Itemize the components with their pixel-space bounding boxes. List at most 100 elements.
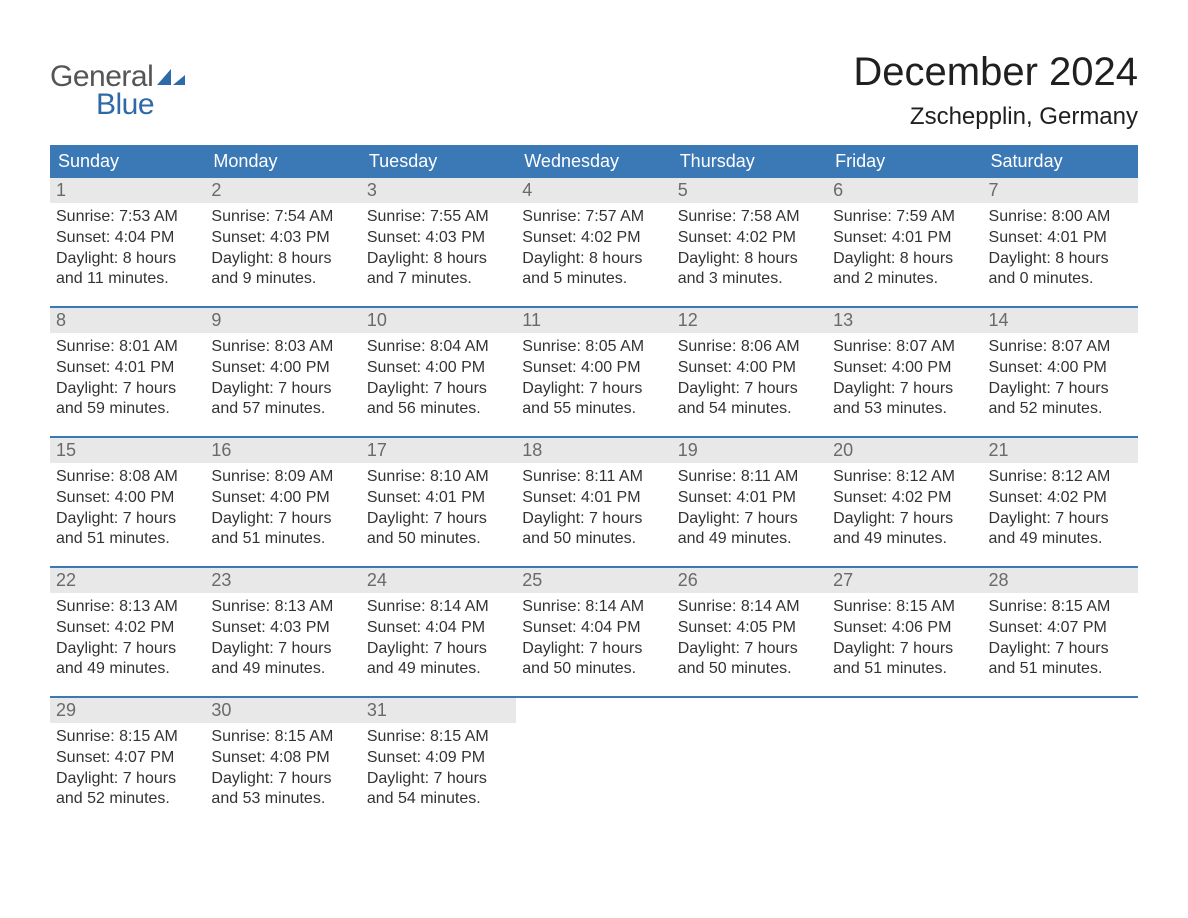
day-sunrise: Sunrise: 8:11 AM <box>522 467 665 488</box>
brand-sail-icon <box>157 67 185 92</box>
day-number: 26 <box>672 568 827 593</box>
day-details: Sunrise: 7:58 AMSunset: 4:02 PMDaylight:… <box>672 203 827 300</box>
day-sunset: Sunset: 4:08 PM <box>211 748 354 769</box>
calendar-day-cell: 31Sunrise: 8:15 AMSunset: 4:09 PMDayligh… <box>361 698 516 826</box>
day-sunset: Sunset: 4:02 PM <box>56 618 199 639</box>
day-dl1: Daylight: 7 hours <box>989 639 1132 660</box>
calendar-day-cell: 21Sunrise: 8:12 AMSunset: 4:02 PMDayligh… <box>983 438 1138 566</box>
day-sunrise: Sunrise: 8:12 AM <box>833 467 976 488</box>
day-details: Sunrise: 8:15 AMSunset: 4:08 PMDaylight:… <box>205 723 360 820</box>
day-number: 12 <box>672 308 827 333</box>
day-sunrise: Sunrise: 8:14 AM <box>522 597 665 618</box>
calendar-day-cell: 1Sunrise: 7:53 AMSunset: 4:04 PMDaylight… <box>50 178 205 306</box>
day-dl1: Daylight: 7 hours <box>367 509 510 530</box>
day-sunset: Sunset: 4:03 PM <box>367 228 510 249</box>
day-dl1: Daylight: 7 hours <box>56 509 199 530</box>
day-dl1: Daylight: 7 hours <box>522 379 665 400</box>
day-details: Sunrise: 8:09 AMSunset: 4:00 PMDaylight:… <box>205 463 360 560</box>
day-number: 14 <box>983 308 1138 333</box>
day-dl1: Daylight: 7 hours <box>56 769 199 790</box>
calendar-day-cell: 29Sunrise: 8:15 AMSunset: 4:07 PMDayligh… <box>50 698 205 826</box>
day-number: 13 <box>827 308 982 333</box>
day-number: 6 <box>827 178 982 203</box>
calendar-day-cell: 25Sunrise: 8:14 AMSunset: 4:04 PMDayligh… <box>516 568 671 696</box>
day-details: Sunrise: 8:05 AMSunset: 4:00 PMDaylight:… <box>516 333 671 430</box>
day-sunset: Sunset: 4:06 PM <box>833 618 976 639</box>
day-sunrise: Sunrise: 7:59 AM <box>833 207 976 228</box>
day-dl2: and 54 minutes. <box>678 399 821 420</box>
weekday-header: Wednesday <box>516 145 671 178</box>
day-details: Sunrise: 8:07 AMSunset: 4:00 PMDaylight:… <box>983 333 1138 430</box>
day-number: 3 <box>361 178 516 203</box>
calendar-day-cell <box>827 698 982 826</box>
day-sunrise: Sunrise: 8:13 AM <box>211 597 354 618</box>
day-number: 1 <box>50 178 205 203</box>
day-sunset: Sunset: 4:02 PM <box>522 228 665 249</box>
day-number: 10 <box>361 308 516 333</box>
day-number: 17 <box>361 438 516 463</box>
day-sunrise: Sunrise: 7:53 AM <box>56 207 199 228</box>
day-number: 24 <box>361 568 516 593</box>
weekday-header: Saturday <box>983 145 1138 178</box>
day-number: 9 <box>205 308 360 333</box>
day-dl2: and 51 minutes. <box>833 659 976 680</box>
day-details: Sunrise: 7:57 AMSunset: 4:02 PMDaylight:… <box>516 203 671 300</box>
calendar-day-cell: 6Sunrise: 7:59 AMSunset: 4:01 PMDaylight… <box>827 178 982 306</box>
day-dl2: and 54 minutes. <box>367 789 510 810</box>
day-number: 21 <box>983 438 1138 463</box>
calendar-week: 8Sunrise: 8:01 AMSunset: 4:01 PMDaylight… <box>50 306 1138 436</box>
calendar-day-cell: 12Sunrise: 8:06 AMSunset: 4:00 PMDayligh… <box>672 308 827 436</box>
day-dl1: Daylight: 7 hours <box>211 379 354 400</box>
day-dl2: and 49 minutes. <box>56 659 199 680</box>
day-details: Sunrise: 8:10 AMSunset: 4:01 PMDaylight:… <box>361 463 516 560</box>
day-number: 7 <box>983 178 1138 203</box>
day-dl2: and 11 minutes. <box>56 269 199 290</box>
day-dl2: and 57 minutes. <box>211 399 354 420</box>
day-dl1: Daylight: 7 hours <box>989 509 1132 530</box>
calendar-day-cell: 27Sunrise: 8:15 AMSunset: 4:06 PMDayligh… <box>827 568 982 696</box>
day-sunrise: Sunrise: 8:15 AM <box>833 597 976 618</box>
weekday-header-row: SundayMondayTuesdayWednesdayThursdayFrid… <box>50 145 1138 178</box>
calendar-day-cell <box>516 698 671 826</box>
day-sunset: Sunset: 4:00 PM <box>833 358 976 379</box>
day-details: Sunrise: 8:04 AMSunset: 4:00 PMDaylight:… <box>361 333 516 430</box>
day-dl2: and 49 minutes. <box>833 529 976 550</box>
day-dl1: Daylight: 7 hours <box>678 639 821 660</box>
day-number: 25 <box>516 568 671 593</box>
calendar-day-cell: 16Sunrise: 8:09 AMSunset: 4:00 PMDayligh… <box>205 438 360 566</box>
day-dl2: and 49 minutes. <box>211 659 354 680</box>
day-details: Sunrise: 8:15 AMSunset: 4:06 PMDaylight:… <box>827 593 982 690</box>
day-dl2: and 49 minutes. <box>367 659 510 680</box>
calendar-day-cell: 9Sunrise: 8:03 AMSunset: 4:00 PMDaylight… <box>205 308 360 436</box>
page-header: General Blue December 2024 Zschepplin, G… <box>50 40 1138 141</box>
day-sunset: Sunset: 4:04 PM <box>56 228 199 249</box>
day-details: Sunrise: 8:01 AMSunset: 4:01 PMDaylight:… <box>50 333 205 430</box>
day-dl2: and 56 minutes. <box>367 399 510 420</box>
calendar-day-cell: 28Sunrise: 8:15 AMSunset: 4:07 PMDayligh… <box>983 568 1138 696</box>
day-details: Sunrise: 8:12 AMSunset: 4:02 PMDaylight:… <box>983 463 1138 560</box>
day-dl1: Daylight: 7 hours <box>678 509 821 530</box>
day-number: 28 <box>983 568 1138 593</box>
calendar-day-cell: 24Sunrise: 8:14 AMSunset: 4:04 PMDayligh… <box>361 568 516 696</box>
day-sunset: Sunset: 4:02 PM <box>833 488 976 509</box>
day-sunrise: Sunrise: 8:12 AM <box>989 467 1132 488</box>
day-sunset: Sunset: 4:03 PM <box>211 228 354 249</box>
day-sunrise: Sunrise: 8:15 AM <box>989 597 1132 618</box>
day-details: Sunrise: 8:14 AMSunset: 4:04 PMDaylight:… <box>516 593 671 690</box>
day-dl1: Daylight: 7 hours <box>833 379 976 400</box>
title-block: December 2024 Zschepplin, Germany <box>853 40 1138 141</box>
weekday-header: Tuesday <box>361 145 516 178</box>
calendar-day-cell: 5Sunrise: 7:58 AMSunset: 4:02 PMDaylight… <box>672 178 827 306</box>
weekday-header: Sunday <box>50 145 205 178</box>
day-dl2: and 52 minutes. <box>989 399 1132 420</box>
day-sunrise: Sunrise: 8:09 AM <box>211 467 354 488</box>
day-sunset: Sunset: 4:00 PM <box>56 488 199 509</box>
day-sunset: Sunset: 4:05 PM <box>678 618 821 639</box>
day-sunrise: Sunrise: 7:57 AM <box>522 207 665 228</box>
day-sunrise: Sunrise: 8:15 AM <box>211 727 354 748</box>
day-dl2: and 9 minutes. <box>211 269 354 290</box>
calendar-week: 15Sunrise: 8:08 AMSunset: 4:00 PMDayligh… <box>50 436 1138 566</box>
day-dl1: Daylight: 7 hours <box>367 379 510 400</box>
day-sunrise: Sunrise: 8:00 AM <box>989 207 1132 228</box>
day-sunset: Sunset: 4:01 PM <box>56 358 199 379</box>
